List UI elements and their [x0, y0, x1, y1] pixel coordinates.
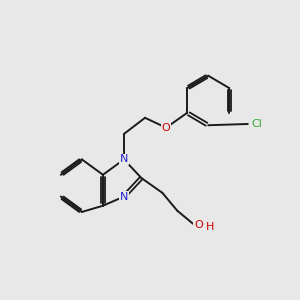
- Text: Cl: Cl: [251, 119, 262, 129]
- Text: H: H: [206, 222, 214, 232]
- Text: N: N: [120, 154, 128, 164]
- Text: O: O: [162, 123, 170, 133]
- Text: O: O: [194, 220, 203, 230]
- Text: N: N: [120, 192, 128, 202]
